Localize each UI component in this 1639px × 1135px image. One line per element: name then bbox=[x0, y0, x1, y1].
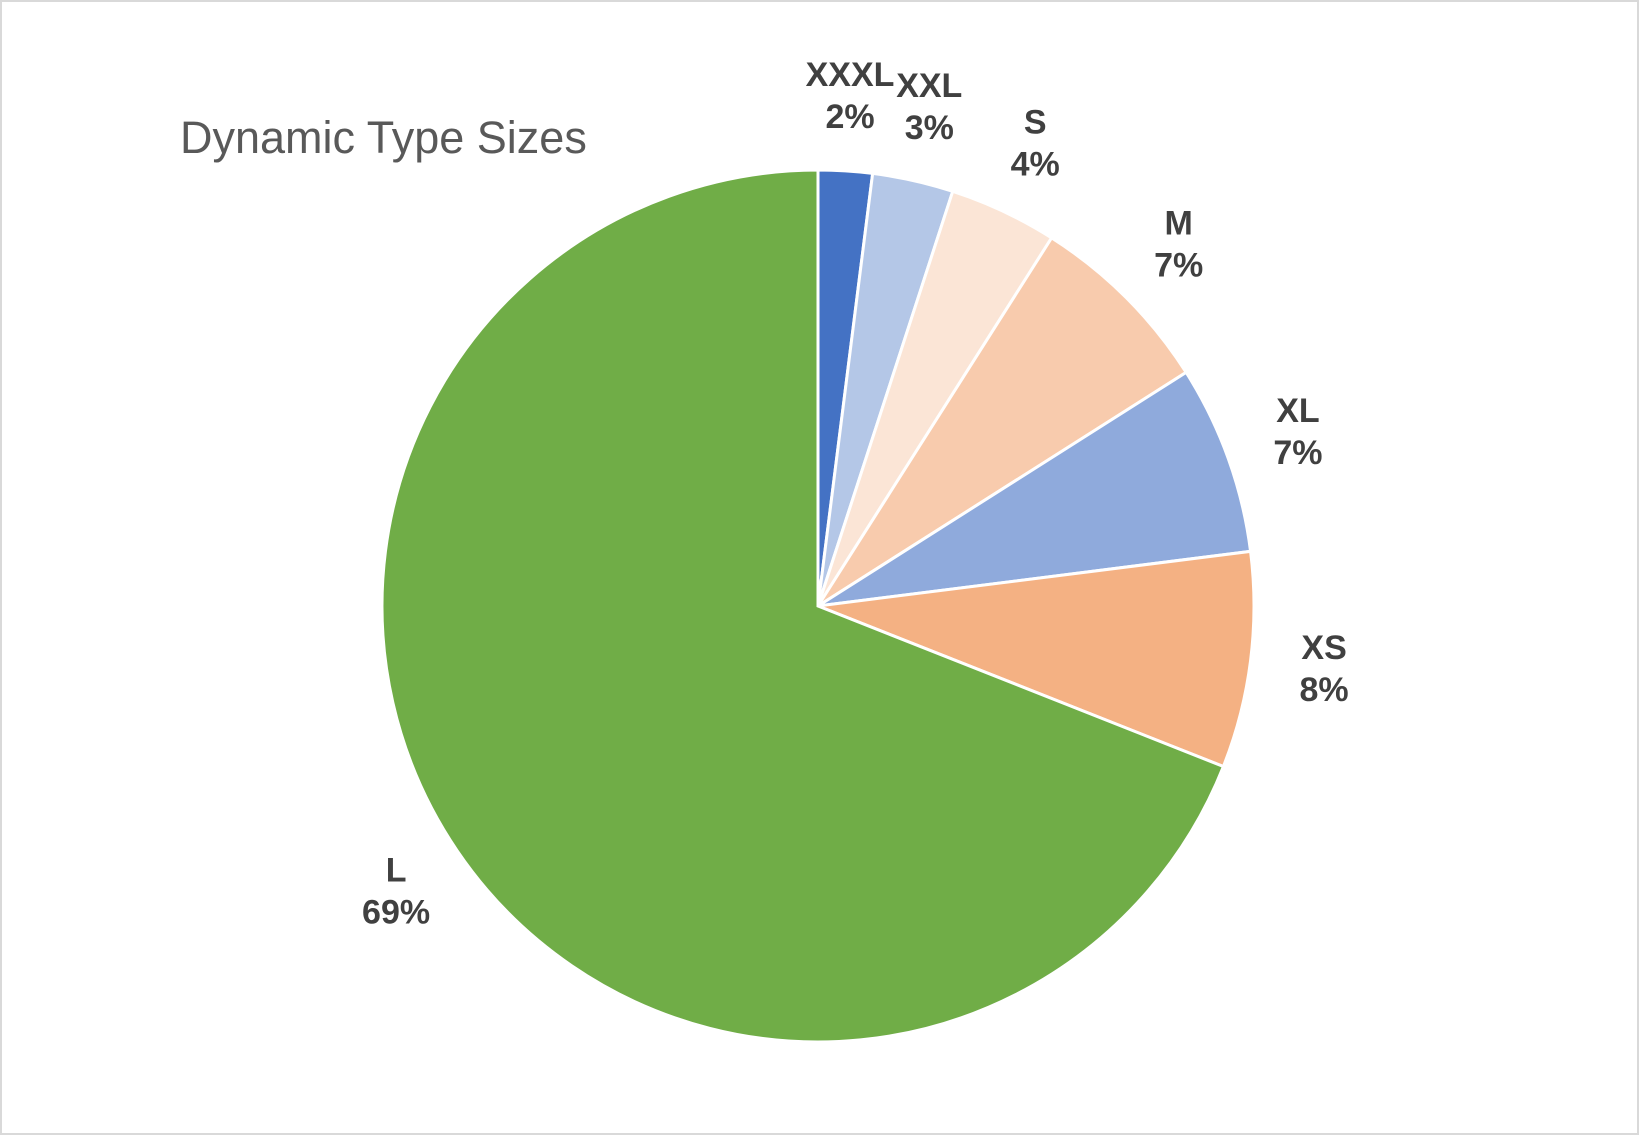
slice-category-label: XL bbox=[1276, 392, 1319, 430]
slice-category-label: M bbox=[1165, 204, 1193, 242]
slice-value-label: 3% bbox=[905, 109, 954, 147]
pie-slice bbox=[816, 235, 1189, 608]
pie-slice bbox=[380, 168, 1226, 1044]
pie-slice bbox=[817, 549, 1256, 769]
slice-value-label: 7% bbox=[1273, 434, 1322, 472]
slice-value-label: 7% bbox=[1154, 246, 1203, 284]
slice-category-label: XXXL bbox=[806, 56, 895, 94]
slice-value-label: 4% bbox=[1011, 145, 1060, 183]
slice-value-label: 8% bbox=[1300, 671, 1349, 709]
chart-title: Dynamic Type Sizes bbox=[180, 112, 587, 163]
slice-category-label: S bbox=[1024, 103, 1047, 141]
slice-category-label: XS bbox=[1301, 629, 1346, 667]
slice-category-label: L bbox=[386, 852, 407, 890]
slice-value-label: 69% bbox=[362, 894, 430, 932]
slice-value-label: 2% bbox=[825, 98, 874, 136]
pie-slice bbox=[817, 370, 1253, 608]
slice-category-label: XXL bbox=[896, 67, 962, 105]
